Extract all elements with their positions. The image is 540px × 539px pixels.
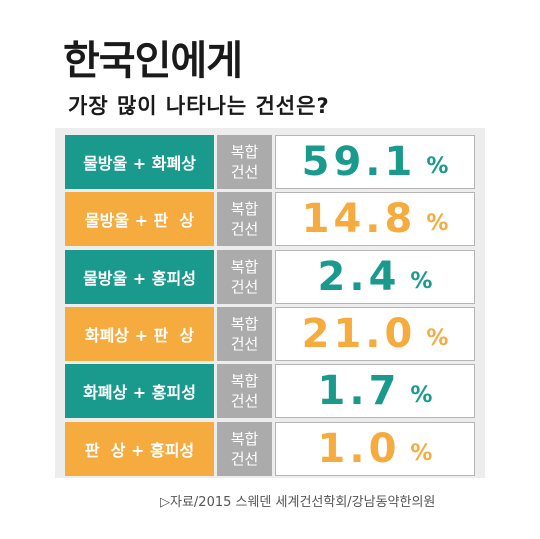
type-line2: 건선 bbox=[230, 220, 259, 238]
type-line1: 복합 bbox=[230, 258, 259, 276]
type-line1: 복합 bbox=[230, 143, 259, 161]
percent-sign: % bbox=[426, 325, 449, 351]
percentage-value: 1.0 bbox=[317, 426, 401, 472]
table-row: 물방울 + 홍피성 복합 건선 2.4% bbox=[65, 250, 475, 304]
type-line1: 복합 bbox=[230, 430, 259, 448]
combination-label: 물방울 + 홍피성 bbox=[65, 250, 214, 304]
percent-sign: % bbox=[410, 268, 433, 294]
combination-label: 화폐상 + 판 상 bbox=[65, 307, 214, 361]
percent-sign: % bbox=[426, 210, 449, 236]
combination-label: 물방울 + 화폐상 bbox=[65, 135, 214, 189]
percentage-box: 2.4% bbox=[275, 250, 475, 304]
table-row: 물방울 + 화폐상 복합 건선 59.1% bbox=[65, 135, 475, 189]
type-line2: 건선 bbox=[230, 450, 259, 468]
percentage-value: 2.4 bbox=[317, 254, 401, 300]
percent-sign: % bbox=[410, 382, 433, 408]
page-subtitle: 가장 많이 나타나는 건선은? bbox=[68, 94, 330, 118]
table-row: 화폐상 + 판 상 복합 건선 21.0% bbox=[65, 307, 475, 361]
percentage-value: 21.0 bbox=[301, 311, 417, 357]
percentage-value: 14.8 bbox=[301, 196, 417, 242]
table-row: 화폐상 + 홍피성 복합 건선 1.7% bbox=[65, 364, 475, 418]
percentage-box: 21.0% bbox=[275, 307, 475, 361]
percent-sign: % bbox=[410, 440, 433, 466]
type-line2: 건선 bbox=[230, 335, 259, 353]
type-line2: 건선 bbox=[230, 278, 259, 296]
combination-label: 판 상 + 홍피성 bbox=[65, 422, 214, 476]
combination-label: 화폐상 + 홍피성 bbox=[65, 364, 214, 418]
table-row: 판 상 + 홍피성 복합 건선 1.0% bbox=[65, 422, 475, 476]
percentage-value: 59.1 bbox=[301, 139, 417, 185]
source-note: ▷자료/2015 스웨덴 세계건선학회/강남동약한의원 bbox=[160, 495, 436, 510]
percentage-box: 1.7% bbox=[275, 364, 475, 418]
percentage-value: 1.7 bbox=[317, 368, 401, 414]
type-line2: 건선 bbox=[230, 392, 259, 410]
percentage-box: 59.1% bbox=[275, 135, 475, 189]
type-line1: 복합 bbox=[230, 372, 259, 390]
percentage-box: 1.0% bbox=[275, 422, 475, 476]
combination-label: 물방울 + 판 상 bbox=[65, 192, 214, 246]
page-title: 한국인에게 bbox=[63, 38, 243, 84]
percentage-box: 14.8% bbox=[275, 192, 475, 246]
type-line2: 건선 bbox=[230, 163, 259, 181]
type-line1: 복합 bbox=[230, 200, 259, 218]
table-row: 물방울 + 판 상 복합 건선 14.8% bbox=[65, 192, 475, 246]
type-line1: 복합 bbox=[230, 315, 259, 333]
percent-sign: % bbox=[426, 153, 449, 179]
